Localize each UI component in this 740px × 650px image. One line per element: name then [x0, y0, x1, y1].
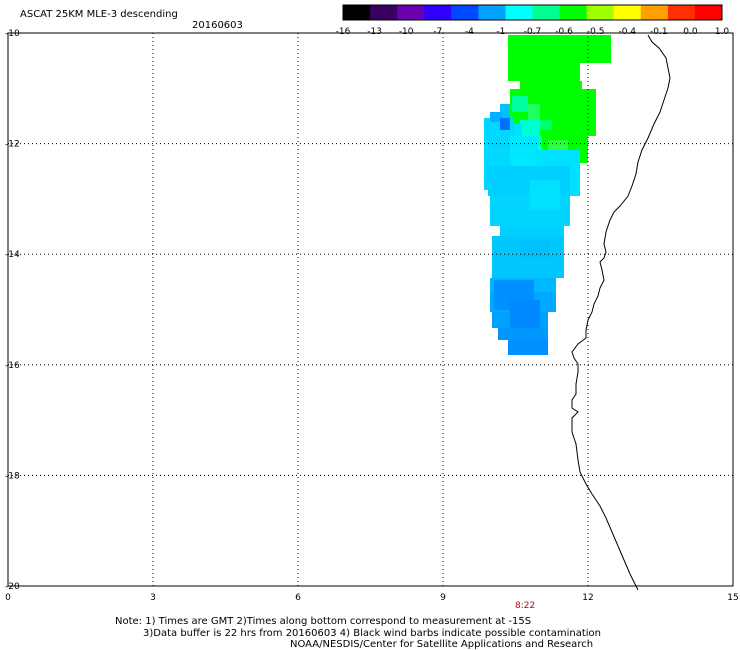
colorbar-swatch [559, 5, 588, 20]
coastline [571, 34, 671, 591]
colorbar-swatch [478, 5, 506, 20]
x-tick-label: 15 [727, 593, 738, 603]
map-date: 20160603 [192, 20, 243, 31]
colorbar-swatch [397, 5, 425, 20]
colorbar-swatch [613, 5, 642, 20]
x-tick-label: 0 [5, 593, 11, 603]
colorbar-swatch [424, 5, 452, 20]
lat-lon-grid [8, 33, 733, 586]
colorbar-swatch [640, 5, 669, 20]
y-tick-label: -18 [5, 471, 20, 481]
colorbar-swatch [451, 5, 479, 20]
colorbar-label: -0.1 [650, 27, 668, 37]
x-tick-label: 3 [150, 593, 156, 603]
colorbar-label: -7 [433, 27, 442, 37]
colorbar-swatch [694, 5, 723, 20]
time-label: 8:22 [515, 601, 535, 611]
colorbar-labels: -16 -13 -10 -7 -4 -1 -0.7 -0.6 -0.5 -0.4 -0.1 0.0 1.… [336, 27, 730, 37]
y-tick-labels: -10 -12 -14 -16 -18 -20 [5, 29, 20, 592]
colorbar-label: -10 [399, 27, 414, 37]
colorbar-label: -0.5 [587, 27, 605, 37]
x-tick-label: 12 [582, 593, 593, 603]
plot-frame [7, 32, 734, 587]
x-tick-label: 6 [295, 593, 301, 603]
y-tick-label: -20 [5, 582, 20, 592]
colorbar [342, 4, 723, 21]
colorbar-swatch [370, 5, 398, 20]
footer-note-1: Note: 1) Times are GMT 2)Times along bot… [115, 616, 532, 627]
colorbar-frame [342, 4, 723, 21]
y-tick-label: -16 [5, 361, 20, 371]
colorbar-swatch [343, 5, 371, 20]
y-tick-label: -12 [5, 140, 20, 150]
footer-credit: NOAA/NESDIS/Center for Satellite Applica… [290, 639, 594, 650]
x-tick-labels: 0 3 6 9 12 15 [5, 593, 739, 603]
colorbar-swatch [667, 5, 696, 20]
colorbar-label: -0.4 [618, 27, 636, 37]
y-tick-label: -14 [5, 250, 20, 260]
colorbar-label: -0.6 [555, 27, 573, 37]
x-tick-label: 9 [440, 593, 446, 603]
colorbar-label: 1.0 [715, 27, 730, 37]
colorbar-swatch [586, 5, 615, 20]
colorbar-label: -0.7 [524, 27, 542, 37]
y-tick-label: -10 [5, 29, 20, 39]
colorbar-swatch [532, 5, 561, 20]
footer-note-2: 3)Data buffer is 22 hrs from 20160603 4)… [143, 628, 601, 639]
colorbar-swatch [505, 5, 533, 20]
map-title: ASCAT 25KM MLE-3 descending [20, 9, 178, 20]
colorbar-label: -13 [367, 27, 382, 37]
colorbar-label: -1 [496, 27, 505, 37]
colorbar-label: -4 [465, 27, 474, 37]
colorbar-label: -16 [336, 27, 351, 37]
colorbar-label: 0.0 [683, 27, 698, 37]
mle-swath [484, 35, 611, 355]
